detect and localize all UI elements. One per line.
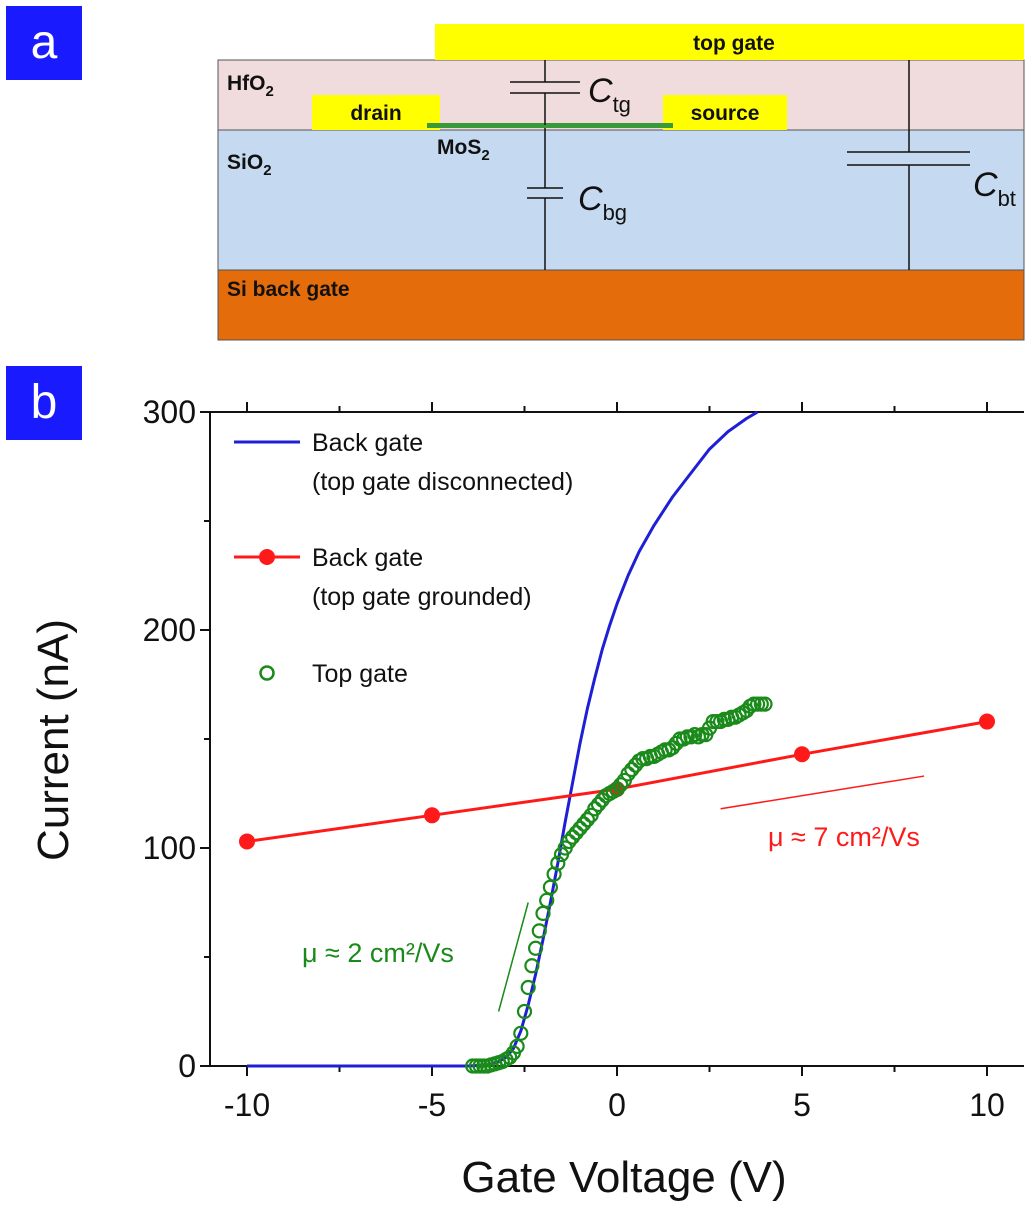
series-point xyxy=(550,855,566,871)
series-point xyxy=(531,923,547,939)
series-point xyxy=(424,807,440,824)
drain-electrode xyxy=(312,95,440,130)
chart-series xyxy=(239,410,995,1074)
mos2-label: MoS2 xyxy=(437,136,490,164)
series-3 xyxy=(465,696,773,1074)
series-point xyxy=(572,820,588,836)
series-point xyxy=(979,713,995,730)
capacitor-cbt xyxy=(847,60,970,270)
series-point xyxy=(579,812,596,828)
series-point xyxy=(587,801,603,817)
top-gate-electrode xyxy=(435,24,1024,60)
series-point xyxy=(524,958,540,974)
drain-label: drain xyxy=(350,102,401,125)
series-point xyxy=(590,796,607,813)
legend-label-2b: (top gate grounded) xyxy=(312,583,532,611)
series-1 xyxy=(247,410,759,1068)
sio2-layer xyxy=(217,129,1025,271)
green-mobility-annotation: μ ≈ 2 cm²/Vs xyxy=(302,938,454,968)
series-point xyxy=(794,746,810,763)
x-tick-label: -5 xyxy=(418,1087,446,1123)
ctg-label: Ctg xyxy=(588,72,631,117)
series-point xyxy=(568,825,584,841)
x-tick-label: 0 xyxy=(608,1087,626,1123)
panel-a: a top gate drain source MoS2 HfO2 SiO2 S… xyxy=(6,6,1025,341)
panel-b-letter: b xyxy=(31,376,58,429)
panel-a-letter: a xyxy=(31,16,58,69)
green-slope-guide xyxy=(497,902,529,1012)
y-tick-label: 100 xyxy=(143,830,196,866)
top-gate-label: top gate xyxy=(693,32,775,55)
series-point xyxy=(502,1049,518,1065)
sio2-label: SiO2 xyxy=(227,151,272,179)
legend-marker-top-gate xyxy=(259,665,275,681)
series-point xyxy=(613,777,629,793)
panel-a-badge xyxy=(6,6,82,80)
series-point xyxy=(527,940,544,956)
si-layer xyxy=(217,269,1025,341)
red-mobility-annotation: μ ≈ 7 cm²/Vs xyxy=(768,822,920,852)
hfo2-label: HfO2 xyxy=(227,72,274,100)
series-point xyxy=(513,1025,529,1041)
mos2-channel xyxy=(427,123,673,128)
legend: Back gate (top gate disconnected) Back g… xyxy=(234,429,573,688)
legend-label-1a: Back gate xyxy=(312,429,423,457)
series-point xyxy=(757,696,773,712)
series-point xyxy=(520,979,536,996)
series-point xyxy=(620,766,636,782)
y-tick-label: 300 xyxy=(143,394,196,430)
series-point xyxy=(624,761,640,778)
si-label: Si back gate xyxy=(227,278,350,301)
capacitor-cbg xyxy=(527,128,563,270)
cbg-label: Cbg xyxy=(578,180,627,225)
series-point xyxy=(576,816,592,832)
x-tick-label: -10 xyxy=(224,1087,270,1123)
x-tick-label: 5 xyxy=(793,1087,811,1123)
y-axis-title: Current (nA) xyxy=(29,619,78,861)
legend-label-2a: Back gate xyxy=(312,544,423,572)
x-tick-label: 10 xyxy=(969,1087,1005,1123)
series-point xyxy=(664,740,681,756)
slope-guides xyxy=(497,775,925,1012)
legend-label-3: Top gate xyxy=(312,660,408,688)
y-tick-label: 200 xyxy=(143,612,196,648)
series-point xyxy=(564,829,581,845)
red-slope-guide xyxy=(720,775,925,810)
legend-label-1b: (top gate disconnected) xyxy=(312,468,573,496)
x-axis-title: Gate Voltage (V) xyxy=(461,1153,786,1202)
legend-marker-back-gate-grounded xyxy=(259,549,275,565)
series-point xyxy=(609,781,625,797)
panel-b-badge xyxy=(6,366,82,440)
series-point xyxy=(542,879,559,895)
source-electrode xyxy=(663,95,787,130)
series-point xyxy=(516,1003,533,1020)
series-point xyxy=(239,833,255,850)
series-line xyxy=(247,410,759,1068)
series-point xyxy=(668,735,684,751)
cbt-label: Cbt xyxy=(973,166,1016,211)
source-label: source xyxy=(691,102,760,125)
y-tick-label: 0 xyxy=(178,1048,196,1084)
series-point xyxy=(561,833,577,850)
capacitor-ctg xyxy=(510,60,580,125)
